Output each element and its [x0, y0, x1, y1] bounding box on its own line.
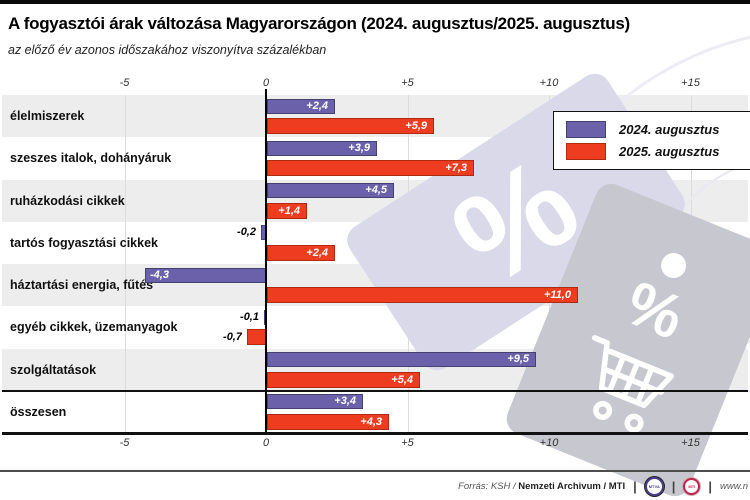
x-axis-tick-label-bottom: -5 [119, 437, 130, 449]
x-axis-tick-label-bottom: 0 [262, 437, 270, 449]
category-label: szeszes italok, dohányáruk [10, 151, 172, 166]
category-label: ruházkodási cikkek [10, 193, 125, 208]
bar-2025 [267, 287, 578, 303]
x-axis-tick-label-top: +10 [539, 77, 559, 89]
shopping-cart-icon [592, 334, 675, 433]
category-label: összesen [10, 404, 67, 419]
source-archive: Nemzeti Archivum [518, 480, 601, 492]
bar-value-label: +1,4 [278, 204, 300, 217]
source-suffix: / MTI [600, 480, 626, 492]
bar-2024 [267, 140, 377, 156]
x-axis-tick-label-bottom: +10 [539, 437, 559, 449]
bar-value-label: +2,4 [306, 99, 328, 112]
bar-2024 [267, 183, 394, 198]
percent-icon: % [616, 268, 694, 353]
bar-value-label: +5,4 [391, 373, 413, 386]
bar-value-label: +2,4 [306, 246, 328, 259]
legend-label-2024: 2024. augusztus [619, 122, 720, 137]
footer: Forrás: KSH / Nemzeti Archivum / MTI | M… [458, 474, 748, 498]
bar-2025 [267, 371, 420, 388]
bar-2025 [267, 202, 307, 219]
mtva-logo-text: MTVA [648, 483, 660, 489]
footer-divider [0, 470, 750, 472]
bar-2025 [267, 118, 434, 134]
mtva-logo-icon: MTVA [644, 476, 664, 496]
bar-value-label: +3,4 [334, 395, 356, 408]
bar-value-label: -0,1 [240, 310, 259, 323]
category-label: élelmiszerek [10, 109, 85, 123]
price-tag-watermark-gray: % [501, 179, 750, 500]
bar-value-label: -0,7 [223, 331, 242, 344]
source-prefix: Forrás: KSH / [458, 480, 519, 492]
bar-value-label: +5,9 [405, 120, 427, 132]
mti-logo-icon: MTI [683, 477, 701, 495]
footer-separator: | [633, 478, 637, 494]
x-axis-tick-label-top: +5 [401, 77, 414, 89]
category-label: háztartási energia, fűtés [10, 278, 154, 292]
bar-value-label: +11,0 [543, 289, 571, 301]
bar-value-label: +4,5 [365, 184, 387, 196]
zero-axis-line [265, 95, 267, 433]
x-axis-tick-label-top: 0 [262, 77, 270, 89]
bar-2024 [267, 98, 335, 114]
x-axis-tick-label-bottom: +15 [681, 437, 700, 449]
legend: 2024. augusztus 2025. augusztus [553, 111, 750, 170]
bar-2025 [267, 244, 335, 261]
chart-title: A fogyasztói árak változása Magyarország… [8, 14, 630, 33]
bar-value-label: +3,9 [348, 141, 370, 154]
x-axis-tick-label-bottom: +5 [401, 437, 414, 449]
bar-value-label: +7,3 [445, 162, 467, 175]
legend-item-2024: 2024. augusztus [566, 121, 738, 138]
bar-value-label: -0,2 [237, 226, 256, 239]
bar-value-label: -4,3 [150, 268, 169, 281]
legend-item-2025: 2025. augusztus [566, 143, 738, 160]
bar-2025 [267, 413, 389, 430]
mti-logo-text: MTI [688, 483, 696, 489]
bar-2024 [267, 352, 536, 367]
top-border-bar [0, 0, 750, 4]
bar-2025 [267, 160, 474, 177]
bar-value-label: +9,5 [507, 353, 529, 365]
source-text: Forrás: KSH / Nemzeti Archivum / MTI [458, 481, 625, 492]
legend-swatch-2025 [566, 143, 606, 160]
legend-label-2025: 2025. augusztus [619, 144, 720, 159]
legend-swatch-2024 [566, 121, 606, 138]
footer-separator: | [671, 478, 676, 494]
bar-value-label: +4,3 [360, 415, 382, 428]
footer-separator: | [708, 478, 713, 494]
category-label: egyéb cikkek, üzemanyagok [10, 320, 178, 335]
total-separator-line [2, 389, 748, 393]
gridline [124, 95, 126, 433]
bar-2024 [267, 394, 363, 410]
chart-subtitle: az előző év azonos időszakához viszonyít… [8, 43, 327, 57]
x-axis-tick-label-top: -5 [119, 77, 130, 89]
zero-axis-tick [265, 89, 267, 95]
bar-2025 [247, 329, 267, 346]
category-label: tartós fogyasztási cikkek [10, 235, 158, 250]
x-axis-tick-label-top: +15 [681, 77, 700, 89]
x-axis-line [2, 431, 748, 435]
footer-url: www.n [720, 480, 748, 492]
category-label: szolgáltatások [10, 362, 97, 377]
